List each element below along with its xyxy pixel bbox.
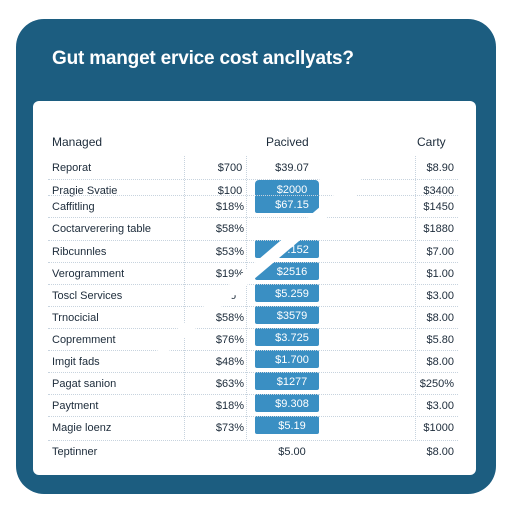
table-row: Imgit fads $48% $1.700 $8.00 [48,350,458,373]
table-row: Reporat $700 $39.07 $8.90 [48,157,458,179]
row-value: $3579 [276,310,308,322]
row-label: Caffitling [52,201,95,213]
column-header-carty: Carty [417,135,446,149]
column-header-pacived: Pacived [266,135,309,149]
row-cart: $3400 [423,185,454,197]
row-cart: $1000 [423,422,454,434]
table-row: Trnocicial $58% $3579 $8.00 [48,306,458,329]
row-label: Trnocicial [52,312,99,324]
row-amount: $63% [215,378,245,390]
table-row: Verogramment $19% $2516 $1.00 [48,262,458,285]
row-cart: $5.80 [426,334,454,346]
row-label: Magie loenz [52,422,112,434]
row-label: Coctarverering table [52,223,152,235]
row-value: $5.19 [278,420,306,432]
row-amount: $100 [217,185,243,197]
row-amount: $76% [215,334,245,346]
value-bar [255,180,319,198]
row-label: Pagat sanion [52,378,117,390]
value-bar [255,372,319,390]
row-value: $1277 [276,376,308,388]
page-title: Gut manget ervice cost ancllyats? [52,48,354,69]
row-value: $2000 [276,184,308,196]
row-value: $5.259 [275,288,309,300]
row-cart: $3.00 [426,290,454,302]
row-cart: $8.00 [426,312,454,324]
value-bar [255,416,319,434]
row-value: $39.07 [275,162,309,174]
row-cart: $250% [419,378,454,390]
row-value: $3.725 [275,332,309,344]
table-row: Pagat sanion $63% $1277 $250% [48,372,458,395]
row-label: Copremment [52,334,116,346]
row-value: $2516 [276,266,308,278]
row-value: $67.15 [275,199,309,211]
row-value: $5.00 [278,446,306,458]
row-label: Imgit fads [52,356,100,368]
table-row: Coctarverering table $58% $1880 [48,217,458,240]
value-bar [255,262,319,280]
row-cart: $8.90 [426,162,454,174]
row-cart: $1450 [423,201,454,213]
arrow-shaft [155,188,350,356]
column-divider [415,156,416,439]
value-bar [255,306,319,324]
row-label: Pragie Svatie [52,185,118,197]
row-label: Ribcunnles [52,246,107,258]
column-divider [246,156,247,439]
row-amount: $18% [215,201,245,213]
row-label: Reporat [52,162,92,174]
row-cart: $3.00 [426,400,454,412]
row-value: $1.700 [275,354,309,366]
column-header-managed: Managed [52,135,103,149]
value-bar [255,350,319,368]
row-cart: $7.00 [426,246,454,258]
row-amount: $700 [217,162,243,174]
row-amount: $73% [215,422,245,434]
row-cart: $1.00 [426,268,454,280]
table-row: Magie loenz $73% $5.19 $1000 [48,416,458,439]
table-row: Paytment $18% $9.308 $3.00 [48,394,458,417]
column-divider [184,156,185,439]
value-bar [255,394,319,412]
row-amount: $18% [215,400,245,412]
row-label: Toscl Services [52,290,123,302]
row-amount: $48% [215,356,245,368]
row-label: Teptinner [52,446,98,458]
row-cart: $8.00 [426,356,454,368]
row-label: Verogramment [52,268,125,280]
table-panel [33,101,476,475]
table-row: Copremment $76% $3.725 $5.80 [48,328,458,351]
row-cart: $8.00 [426,446,454,458]
table-row: Ribcunnles $53% $7.152 $7.00 [48,240,458,263]
table-row: Pragie Svatie $100 $2000 $3400 [48,179,458,202]
row-amount: $19% [215,268,245,280]
table-row: Caffitling $18% $67.15 $1450 [48,195,458,218]
row-value: $9.308 [275,398,309,410]
row-amount: $58% [215,312,245,324]
value-bar [255,195,319,213]
table-row: Teptinner $5.00 $8.00 [48,440,458,463]
value-bar [255,328,319,346]
row-amount: $53% [215,246,245,258]
value-bar [255,284,319,302]
arrow-head [318,166,365,213]
row-label: Paytment [52,400,99,412]
row-cart: $1880 [423,223,454,235]
row-amount: $58% [215,223,245,235]
